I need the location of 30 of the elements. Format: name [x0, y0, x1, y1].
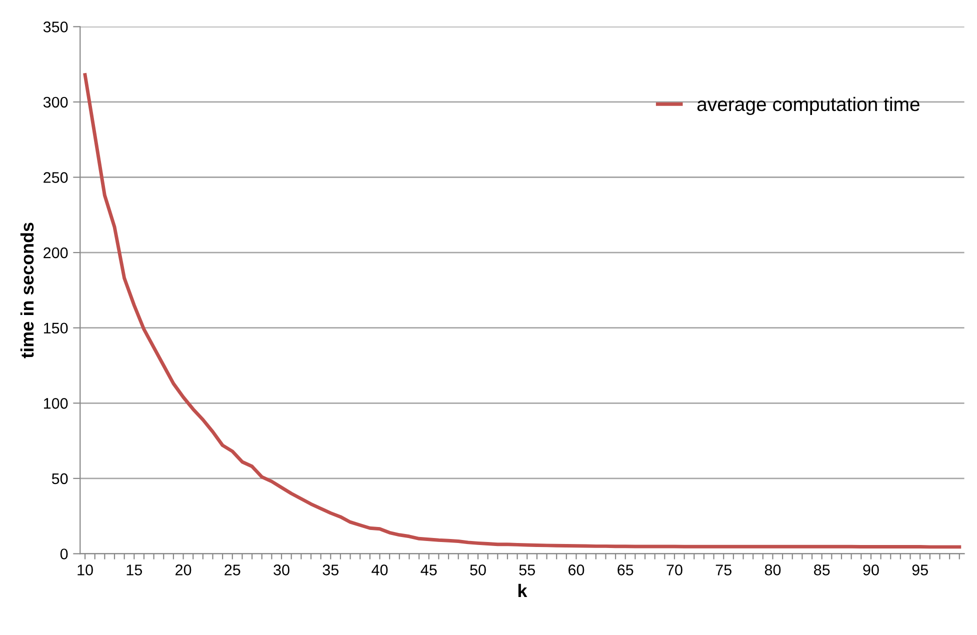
x-tick-label: 40: [372, 564, 388, 576]
y-tick-label: 350: [43, 22, 68, 32]
x-tick-label: 25: [224, 564, 240, 576]
x-tick-label: 45: [420, 564, 437, 576]
line-series: [83, 73, 962, 549]
y-tick-label: 100: [44, 398, 68, 409]
x-tick-label: 65: [618, 564, 634, 576]
y-tick-label: 250: [44, 172, 68, 183]
x-tick-label: 60: [568, 564, 584, 576]
x-tick-label: 85: [814, 564, 830, 576]
x-axis-title: k: [518, 584, 528, 598]
x-tick-label: 10: [78, 564, 93, 576]
y-tick-label: 0: [60, 548, 68, 560]
x-tick-label: 80: [764, 564, 781, 576]
x-tick-label: 55: [519, 564, 535, 576]
x-tick-label: 90: [863, 564, 879, 576]
y-tick-label: 300: [43, 96, 68, 108]
x-tick-label: 20: [176, 564, 192, 576]
x-tick-label: 30: [274, 564, 290, 576]
x-tick-label: 75: [716, 564, 732, 576]
legend-label: average computation time: [697, 96, 920, 115]
x-tick-label: 50: [470, 564, 486, 576]
y-tick-label: 50: [52, 473, 68, 484]
x-tick-label: 35: [322, 564, 338, 576]
x-tick-label: 15: [126, 564, 142, 576]
y-tick-label: 200: [44, 247, 68, 258]
x-tick-label: 70: [666, 564, 682, 576]
y-tick-label: 150: [44, 322, 68, 334]
x-tick-label: 95: [912, 564, 928, 576]
y-axis-title: time in seconds: [20, 222, 34, 358]
